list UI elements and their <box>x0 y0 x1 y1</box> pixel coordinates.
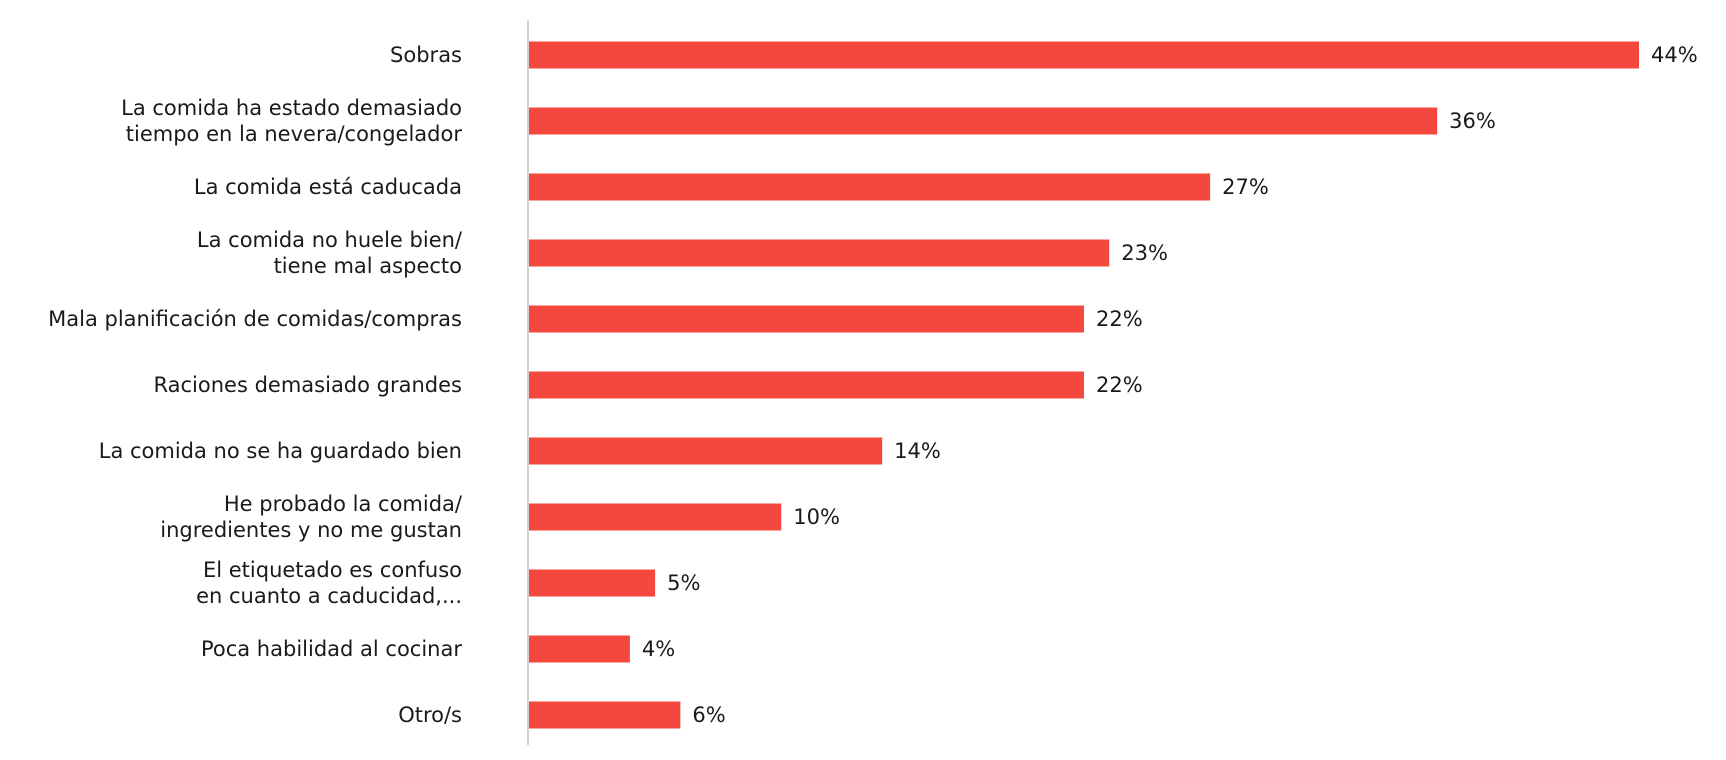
bar <box>529 239 1110 267</box>
value-label: 22% <box>1096 373 1143 397</box>
category-labels: Sobras La comida ha estado demasiadotiemp… <box>48 43 463 727</box>
bar <box>529 503 782 531</box>
value-label: 36% <box>1449 109 1496 133</box>
value-label: 22% <box>1096 307 1143 331</box>
value-label: 10% <box>793 505 840 529</box>
bar <box>529 41 1639 69</box>
value-label: 27% <box>1222 175 1269 199</box>
value-label: 5% <box>667 571 700 595</box>
bar <box>529 371 1084 399</box>
bars <box>529 41 1639 729</box>
bar <box>529 173 1211 201</box>
bar <box>529 305 1084 333</box>
category-label: Raciones demasiado grandes <box>154 373 462 397</box>
value-label: 14% <box>894 439 941 463</box>
category-label: en cuanto a caducidad,... <box>196 584 462 608</box>
category-label: La comida ha estado demasiado <box>121 96 462 120</box>
category-label: ingredientes y no me gustan <box>160 518 462 542</box>
bar <box>529 437 883 465</box>
bar <box>529 569 656 597</box>
value-label: 23% <box>1121 241 1168 265</box>
category-label: Mala planificación de comidas/compras <box>48 307 462 331</box>
bar <box>529 635 630 663</box>
value-label: 6% <box>692 703 725 727</box>
category-label: La comida no se ha guardado bien <box>99 439 462 463</box>
bar <box>529 701 681 729</box>
category-label: La comida no huele bien/ <box>197 228 463 252</box>
value-label: 44% <box>1651 43 1698 67</box>
category-label: tiene mal aspecto <box>274 254 462 278</box>
value-label: 4% <box>642 637 675 661</box>
category-label: Poca habilidad al cocinar <box>201 637 462 661</box>
category-label: El etiquetado es confuso <box>203 558 462 582</box>
category-label: Sobras <box>390 43 462 67</box>
category-label: tiempo en la nevera/congelador <box>126 122 463 146</box>
bar <box>529 107 1438 135</box>
value-labels: 44% 36% 27% 23% 22% 22% 14% 10% 5% 4% 6% <box>642 43 1698 727</box>
category-label: La comida está caducada <box>194 175 462 199</box>
category-label: He probado la comida/ <box>224 492 463 516</box>
category-label: Otro/s <box>398 703 462 727</box>
